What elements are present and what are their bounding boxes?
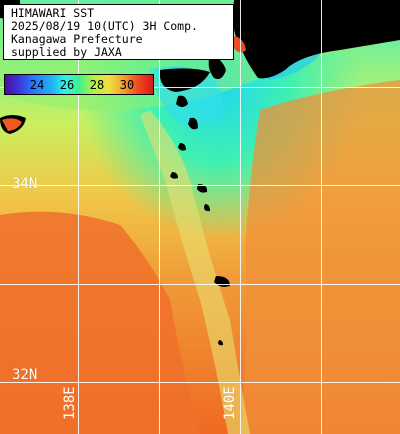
longitude-label-138e: 138E [62, 386, 78, 420]
title-line-3: Kanagawa Prefecture [11, 32, 143, 46]
title-box: HIMAWARI SST 2025/08/19 10(UTC) 3H Comp.… [3, 4, 234, 60]
title-line-4: supplied by JAXA [11, 45, 122, 59]
longitude-label-140e: 140E [222, 386, 238, 420]
scale-tick-label: 26 [59, 78, 75, 92]
scale-tick-label: 24 [29, 78, 45, 92]
scale-tick-label: 30 [119, 78, 135, 92]
title-line-1: HIMAWARI SST [11, 6, 95, 20]
color-scale-bar: 24 26 28 30 [4, 74, 154, 95]
scale-tick-label: 28 [89, 78, 105, 92]
latitude-label-34n: 34N [12, 176, 38, 192]
latitude-label-32n: 32N [12, 367, 38, 383]
title-line-2: 2025/08/19 10(UTC) 3H Comp. [11, 19, 198, 33]
